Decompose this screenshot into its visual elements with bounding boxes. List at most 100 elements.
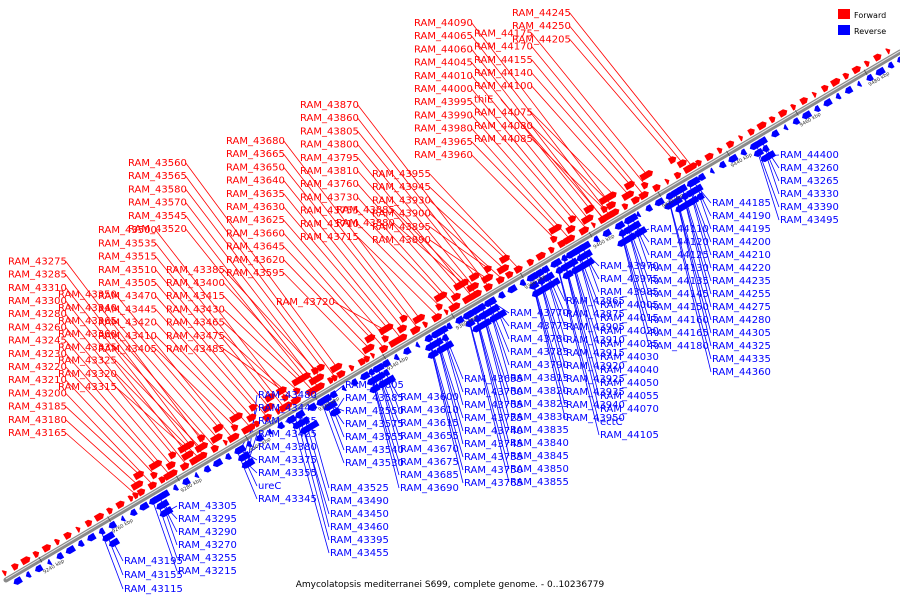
forward-gene-feature (378, 325, 390, 336)
reverse-gene-label: RAM_44185 (712, 198, 771, 209)
forward-gene-label: RAM_43475 (166, 331, 225, 342)
forward-gene-label: RAM_44065 (414, 31, 473, 42)
reverse-gene-label: RAM_43295 (178, 514, 237, 525)
reverse-gene-label: RAM_43820 (510, 386, 569, 397)
reverse-gene-feature (679, 198, 694, 210)
reverse-leader-line (165, 512, 178, 546)
reverse-gene-feature (688, 179, 695, 187)
forward-gene-feature (310, 367, 320, 376)
forward-gene-feature (388, 338, 399, 348)
reverse-leader-line (467, 315, 510, 470)
forward-gene-feature (738, 135, 743, 142)
forward-gene-feature (399, 314, 408, 323)
forward-leader-line (429, 239, 488, 279)
reverse-gene-label: ectC (600, 417, 623, 428)
reverse-leader-line (385, 373, 400, 398)
reverse-gene-feature (277, 421, 285, 430)
reverse-gene-label: RAM_44325 (712, 341, 771, 352)
reverse-gene-feature (393, 353, 400, 361)
forward-leader-line (283, 219, 387, 339)
reverse-gene-feature (151, 496, 159, 504)
reverse-leader-line (581, 266, 600, 332)
forward-gene-feature (201, 451, 208, 459)
forward-gene-label: RAM_43535 (98, 238, 157, 249)
forward-gene-feature (196, 434, 206, 443)
forward-gene-feature (284, 401, 293, 410)
reverse-gene-label: RAM_43790 (510, 360, 569, 371)
forward-gene-label: RAM_43885 (336, 205, 395, 216)
forward-gene-feature (32, 551, 40, 559)
forward-gene-label: RAM_43580 (128, 184, 187, 195)
reverse-leader-line (581, 247, 600, 267)
reverse-leader-line (334, 412, 345, 438)
forward-gene-label: RAM_44085 (474, 134, 533, 145)
forward-gene-label: RAM_43955 (372, 169, 431, 180)
reverse-gene-label: RAM_43550 (345, 406, 404, 417)
forward-gene-label: RAM_43260 (8, 322, 67, 333)
reverse-gene-label: RAM_44070 (600, 404, 659, 415)
reverse-gene-label: RAM_43455 (330, 548, 389, 559)
reverse-gene-label: RAM_43785 (510, 347, 569, 358)
reverse-leader-line (430, 346, 464, 471)
forward-gene-label: RAM_43340 (58, 303, 117, 314)
forward-leader-line (185, 215, 319, 388)
reverse-gene-feature (857, 80, 863, 87)
reverse-gene-label: RAM_44255 (712, 289, 771, 300)
reverse-gene-feature (234, 445, 244, 455)
reverse-gene-feature (493, 308, 508, 320)
reverse-leader-line (534, 294, 566, 419)
reverse-gene-feature (322, 393, 333, 403)
reverse-gene-feature (473, 314, 482, 323)
forward-leader-line (531, 59, 645, 196)
forward-gene-feature (621, 203, 629, 211)
forward-gene-feature (609, 208, 620, 218)
forward-gene-label: RAM_43280 (8, 309, 67, 320)
reverse-gene-label: RAM_43450 (330, 509, 389, 520)
forward-gene-label: RAM_43720 (276, 297, 335, 308)
forward-gene-label: RAM_43510 (98, 265, 157, 276)
reverse-gene-label: RAM_43605 (345, 380, 404, 391)
reverse-gene-feature (571, 247, 580, 256)
forward-gene-feature (676, 159, 687, 169)
reverse-gene-label: RAM_43265 (780, 176, 839, 187)
reverse-gene-label: RAM_44105 (600, 430, 659, 441)
forward-leader-line (115, 320, 218, 439)
forward-gene-feature (517, 265, 523, 272)
reverse-gene-feature (562, 269, 574, 280)
reverse-leader-line (298, 424, 330, 541)
reverse-gene-label: RAM_43115 (124, 584, 183, 595)
reverse-gene-feature (654, 197, 665, 207)
reverse-gene-feature (329, 390, 338, 399)
forward-gene-label: RAM_43500 (98, 225, 157, 236)
forward-gene-feature (264, 393, 276, 403)
reverse-gene-feature (531, 289, 541, 298)
reverse-leader-line (667, 196, 712, 360)
forward-leader-line (357, 236, 439, 317)
reverse-leader-line (674, 192, 712, 321)
forward-gene-label: RAM_43415 (166, 291, 225, 302)
reverse-gene-feature (298, 409, 306, 417)
reverse-gene-feature (478, 309, 491, 320)
reverse-leader-line (478, 327, 510, 457)
forward-leader-line (65, 313, 188, 466)
reverse-gene-feature (382, 368, 391, 377)
forward-gene-feature (194, 444, 205, 454)
reverse-gene-label: RAM_44145 (650, 289, 709, 300)
forward-leader-line (65, 419, 138, 486)
reverse-gene-feature (709, 167, 715, 174)
forward-gene-feature (158, 476, 166, 484)
forward-gene-feature (369, 352, 375, 359)
forward-gene-feature (400, 333, 408, 341)
reverse-gene-feature (308, 402, 318, 411)
reverse-gene-label: RAM_44015 (600, 313, 659, 324)
reverse-gene-label: RAM_44040 (600, 365, 659, 376)
reverse-leader-line (683, 196, 712, 295)
forward-gene-label: RAM_43165 (8, 428, 67, 439)
reverse-gene-feature (636, 211, 642, 218)
forward-leader-line (283, 180, 404, 329)
reverse-gene-feature (225, 452, 232, 460)
forward-gene-label: RAM_43410 (98, 331, 157, 342)
forward-gene-feature (336, 370, 346, 379)
reverse-gene-label: RAM_43850 (510, 464, 569, 475)
